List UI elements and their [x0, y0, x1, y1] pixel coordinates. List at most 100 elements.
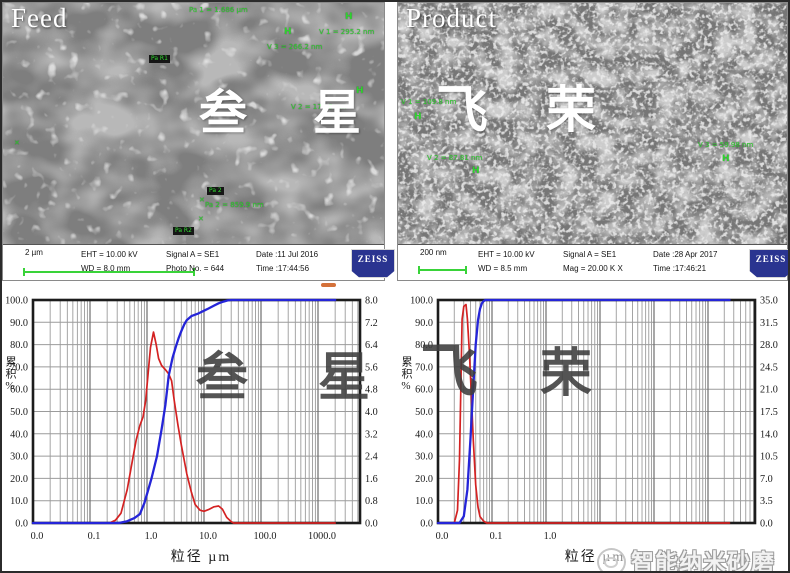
y-left-tick-label: 20.0 [10, 474, 28, 485]
product-sem-panel: Product 飞 荣 V 1 = 109.8 nm H V 2 = 87.81… [397, 2, 790, 281]
x-tick-label: 1.0 [145, 531, 158, 542]
watermark-char: 飞 [420, 337, 479, 405]
y-left-tick-label: 40.0 [10, 429, 28, 440]
time-value: Time :17:44:56 [256, 264, 310, 273]
y-left-tick-label: 0.0 [420, 519, 433, 530]
y-right-tick-label: 24.5 [760, 362, 778, 373]
y-right-tick-label: 7.0 [760, 474, 773, 485]
feed-sem-panel: Feed 叁 星 Pa 1 = 1.686 µm H V 1 = 295.2 n… [2, 2, 395, 281]
y-right-tick-label: 4.0 [365, 407, 378, 418]
brand-watermark-text: 智能纳米砂磨机 [631, 549, 775, 573]
measure-marker-icon: H [722, 154, 730, 164]
y-right-tick-label: 31.5 [760, 318, 778, 329]
product-sem-texture [398, 3, 787, 244]
y-right-tick-label: 3.5 [760, 496, 773, 507]
y-left-tick-label: 70.0 [10, 362, 28, 373]
y-left-tick-label: 30.0 [415, 452, 433, 463]
y-left-tick-label: 90.0 [415, 318, 433, 329]
y-right-tick-label: 1.6 [365, 474, 378, 485]
zeiss-logo: ZEISS [351, 249, 395, 278]
cross-marker-icon: ✕ [14, 139, 20, 147]
y-right-tick-label: 2.4 [365, 452, 378, 463]
y-left-tick-label: 100.0 [410, 296, 433, 307]
x-tick-label: 10.0 [199, 531, 217, 542]
y-right-tick-label: 0.0 [365, 519, 378, 530]
wd-value: WD = 8.5 mm [478, 264, 528, 273]
y-left-tick-label: 10.0 [415, 496, 433, 507]
x-tick-label: 0.1 [490, 531, 503, 542]
left-chart-x-axis-label: 粒径 µm [170, 550, 232, 565]
y-left-tick-label: 80.0 [10, 340, 28, 351]
feed-sem-image: Feed 叁 星 Pa 1 = 1.686 µm H V 1 = 295.2 n… [3, 3, 384, 244]
y-right-tick-label: 14.0 [760, 429, 778, 440]
x-tick-label: 0.0 [31, 531, 44, 542]
y-left-tick-label: 60.0 [415, 385, 433, 396]
x-tick-label: 1000.0 [308, 531, 336, 542]
watermark-char: 叁 [196, 347, 249, 408]
x-tick-label: 1.0 [544, 531, 557, 542]
signal-value: Signal A = SE1 [166, 250, 220, 259]
y-right-tick-label: 4.8 [365, 385, 378, 396]
scale-label: 2 µm [25, 248, 43, 257]
y-left-tick-label: 70.0 [415, 362, 433, 373]
orange-dash [321, 283, 336, 287]
brand-logo-icon [597, 548, 626, 573]
y-right-tick-label: 10.5 [760, 452, 778, 463]
y-left-tick-label: 50.0 [415, 407, 433, 418]
annotation-v2: V 2 = 174.5 nm [291, 103, 347, 111]
watermark-char: 荣 [540, 343, 593, 404]
cross-marker-icon: ✕ [199, 196, 205, 204]
measure-marker-icon: H [356, 86, 364, 96]
measure-marker-icon: H [284, 27, 292, 37]
annotation-pa2: Pa 2 = 859.9 nm [205, 201, 264, 209]
feed-sem-texture [3, 3, 384, 244]
measure-marker-icon: H [414, 112, 422, 122]
frequency-distribution-curve [437, 303, 731, 524]
y-left-tick-label: 30.0 [10, 452, 28, 463]
date-value: Date :28 Apr 2017 [653, 250, 718, 259]
y-right-tick-label: 6.4 [365, 340, 378, 351]
scale-label: 200 nm [420, 248, 447, 257]
annotation-pa-r2: Pa R2 [173, 227, 194, 235]
signal-value: Signal A = SE1 [563, 250, 617, 259]
cross-marker-icon: ✕ [198, 215, 204, 223]
plot-border [31, 298, 362, 525]
y-right-tick-label: 0.0 [760, 519, 773, 530]
watermark-char: 飞 [436, 80, 489, 141]
y-right-tick-label: 21.0 [760, 385, 778, 396]
watermark-char: 叁 [199, 85, 248, 141]
y-right-tick-label: 17.5 [760, 407, 778, 418]
product-label: Product [406, 3, 497, 33]
x-tick-label: 0.0 [436, 531, 449, 542]
annotation-v3: V 3 = 266.2 nm [267, 43, 323, 51]
annotation-v2: V 2 = 87.81 nm [427, 154, 483, 162]
y-left-tick-label: 60.0 [10, 385, 28, 396]
eht-value: EHT = 10.00 kV [81, 250, 138, 259]
product-psd-chart: 100.0 90.0 80.0 70.0 60.0 50.0 40.0 30.0 20.0 10.… [410, 296, 778, 543]
time-value: Time :17:46:21 [653, 264, 707, 273]
annotation-pa1: Pa 1 = 1.686 µm [189, 6, 248, 14]
annotation-pa-r1: Pa R1 [149, 55, 170, 63]
feed-infobar: 2 µm EHT = 10.00 kV WD = 8.0 mm Signal A… [3, 244, 395, 280]
annotation-pa2-tag: Pa 2 [207, 187, 224, 195]
y-right-tick-label: 5.6 [365, 362, 378, 373]
watermark-char: 荣 [546, 80, 596, 139]
cumulative-distribution-curve [436, 298, 731, 525]
feed-psd-chart: 100.0 90.0 80.0 70.0 60.0 50.0 40.0 30.0 20.0 10.… [5, 296, 378, 543]
y-right-tick-label: 0.8 [365, 496, 378, 507]
x-tick-label: 0.1 [88, 531, 101, 542]
y-right-tick-label: 28.0 [760, 340, 778, 351]
feed-label: Feed [11, 3, 68, 33]
y-left-tick-label: 80.0 [415, 340, 433, 351]
y-left-tick-label: 10.0 [10, 496, 28, 507]
product-sem-image: Product 飞 荣 V 1 = 109.8 nm H V 2 = 87.81… [398, 3, 787, 244]
photo-value: Photo No. = 644 [166, 264, 225, 273]
watermark-char: 星 [318, 347, 371, 408]
right-chart-y-axis-label: 累积% [400, 356, 412, 393]
measure-marker-icon: H [472, 166, 480, 176]
x-tick-label: 100.0 [254, 531, 277, 542]
product-infobar: 200 nm EHT = 10.00 kV WD = 8.5 mm Signal… [398, 244, 790, 280]
y-left-tick-label: 40.0 [415, 429, 433, 440]
watermark-char: 星 [313, 85, 362, 141]
